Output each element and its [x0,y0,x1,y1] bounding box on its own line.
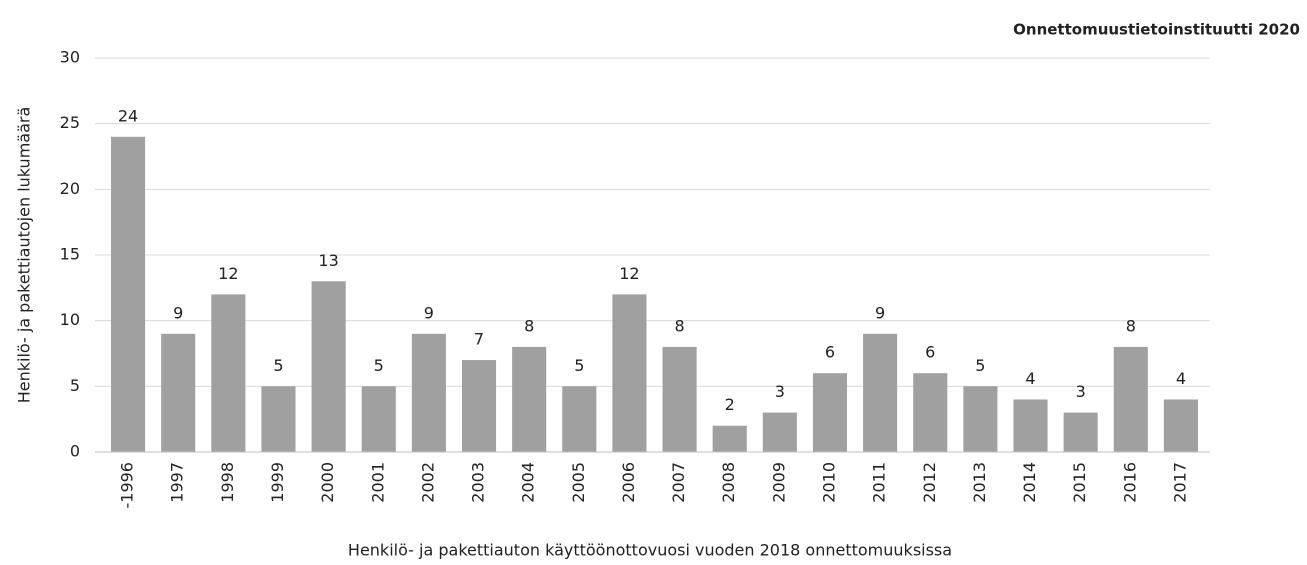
bar [311,281,346,452]
data-label: 4 [1025,369,1035,388]
data-label: 5 [273,356,283,375]
x-tick-label: 2015 [1070,462,1089,503]
x-tick-label: 2000 [318,462,337,503]
bar [161,333,196,452]
x-axis-title: Henkilö- ja pakettiauton käyttöönottovuo… [348,541,952,560]
y-tick-label: 30 [60,48,80,67]
x-tick-label: 2003 [469,462,488,503]
data-label: 12 [619,264,639,283]
bar [662,346,697,452]
bar [562,386,597,452]
bar [712,425,747,452]
x-tick-label: 2009 [769,462,788,503]
data-label: 5 [574,356,584,375]
x-tick-label: 1999 [268,462,287,503]
data-label: 4 [1176,369,1186,388]
source: Onnettomuustietoinstituutti 2020 [1013,21,1300,39]
data-label: 5 [374,356,384,375]
x-tick-label: 2014 [1020,462,1039,503]
data-label: 8 [524,316,534,335]
x-tick-label: 2013 [970,462,989,503]
data-label: 12 [218,264,238,283]
x-tick-label: 2006 [619,462,638,503]
bar [261,386,296,452]
bar [361,386,396,452]
x-tick-label: 2008 [719,462,738,503]
data-label: 13 [318,251,338,270]
y-axis-title: Henkilö- ja pakettiautojen lukumäärä [15,107,34,404]
bar [111,136,146,453]
x-tick-label: 1998 [218,462,237,503]
data-label: 8 [674,316,684,335]
x-tick-label: 2004 [519,462,538,503]
x-tick-label: 2010 [819,462,838,503]
y-tick-label: 15 [60,245,80,264]
data-label: 8 [1126,316,1136,335]
x-tick-label: 2002 [418,462,437,503]
x-tick-label: 2007 [669,462,688,503]
y-tick-label: 0 [70,442,80,461]
bar [1113,346,1148,452]
x-tick-label: -1996 [118,462,137,509]
bar [512,346,547,452]
data-label: 6 [825,343,835,362]
x-tick-label: 2005 [569,462,588,503]
x-tick-label: 2011 [870,462,889,503]
bar [1013,399,1048,452]
bar [1063,412,1098,452]
data-label: 24 [118,106,138,125]
data-label: 3 [775,382,785,401]
data-label: 7 [474,330,484,349]
x-tick-label: 2017 [1170,462,1189,503]
y-tick-label: 5 [70,376,80,395]
data-label: 5 [975,356,985,375]
data-label: 6 [925,343,935,362]
data-label: 9 [173,303,183,322]
x-tick-label: 2001 [368,462,387,503]
bar [812,373,848,452]
bar [411,333,446,452]
data-label: 9 [875,303,885,322]
bar [612,294,647,452]
bar [461,360,497,452]
bar [963,386,998,452]
y-tick-label: 25 [60,113,80,132]
x-tick-label: 2016 [1120,462,1139,503]
x-tick-label: 2012 [920,462,939,503]
bar [762,412,797,452]
data-label: 3 [1076,382,1086,401]
bar [1163,399,1198,452]
y-tick-label: 10 [60,310,80,329]
data-label: 9 [424,303,434,322]
x-tick-label: 1997 [168,462,187,503]
y-tick-label: 20 [60,179,80,198]
bar [913,373,948,452]
data-label: 2 [725,395,735,414]
bar [863,333,898,452]
bar [211,294,246,452]
